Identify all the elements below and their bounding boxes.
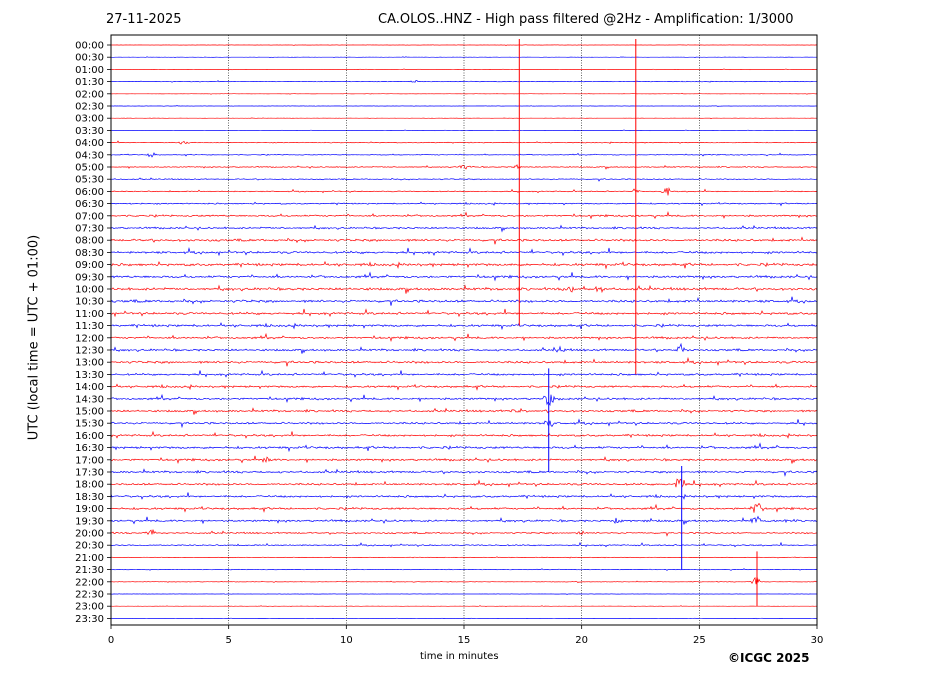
trace-line [110,177,818,182]
y-tick-label: 21:30 [75,565,104,576]
y-tick-label: 01:30 [75,77,104,88]
y-tick-label: 05:30 [75,175,104,186]
y-tick-label: 03:30 [75,126,104,137]
trace-line [111,56,817,58]
y-tick-label: 01:00 [75,65,104,76]
y-tick-label: 07:30 [75,224,104,235]
x-axis-label: time in minutes [420,651,499,662]
x-tick-label: 25 [693,635,706,646]
trace-line [111,605,817,607]
trace-line [110,247,818,257]
y-tick-label: 10:00 [75,285,104,296]
y-tick-label: 18:00 [75,480,104,491]
y-tick-label: 12:00 [75,333,104,344]
trace-line [111,442,818,453]
trace-line [110,92,818,95]
trace-line [110,556,818,559]
y-tick-label: 20:30 [75,541,104,552]
y-tick-label: 08:30 [75,248,104,259]
y-tick-label: 15:30 [75,419,104,430]
y-tick-label: 22:30 [75,590,104,601]
y-tick-label: 04:30 [75,150,104,161]
y-tick-label: 11:30 [75,321,104,332]
y-tick-label: 07:00 [75,211,104,222]
y-tick-label: 17:30 [75,468,104,479]
y-tick-label: 09:00 [75,260,104,271]
y-tick-label: 19:00 [75,504,104,515]
trace-line [110,271,818,282]
x-tick-label: 0 [108,635,114,646]
y-tick-label: 02:00 [75,89,104,100]
y-tick-label: 14:00 [75,382,104,393]
trace-line [110,68,818,71]
trace-line [110,407,818,415]
y-tick-label: 00:30 [75,53,104,64]
y-tick-label: 06:00 [75,187,104,198]
y-tick-label: 03:00 [75,114,104,125]
date-title: 27-11-2025 [106,12,182,27]
x-tick-group: 0 5 10 15 20 25 30 [108,625,824,646]
trace-line [110,332,818,342]
y-tick-label: 18:30 [75,492,104,503]
y-tick-label: 15:00 [75,407,104,418]
trace-line [110,201,818,207]
y-tick-label: 05:00 [75,163,104,174]
x-tick-label: 30 [811,635,824,646]
trace-line [110,430,818,439]
y-tick-label: 23:30 [75,614,104,625]
trace-line [110,284,818,294]
trace-line [110,478,818,488]
vertical-grid [228,35,700,625]
trace-line [111,187,818,196]
x-tick-label: 10 [340,635,353,646]
trace-line [110,568,818,571]
x-tick-label: 15 [458,635,471,646]
trace-line [110,455,818,464]
y-tick-label: 10:30 [75,297,104,308]
trace-line [110,152,818,158]
trace-line [110,383,818,391]
y-tick-label: 16:00 [75,431,104,442]
y-tick-label: 20:00 [75,529,104,540]
y-tick-label: 08:00 [75,236,104,247]
y-tick-label: 22:00 [75,577,104,588]
trace-line [110,575,818,585]
y-tick-label: 11:00 [75,309,104,320]
trace-line [110,492,818,500]
chart-title: CA.OLOS..HNZ - High pass filtered @2Hz -… [378,12,794,27]
x-tick-label: 20 [575,635,588,646]
y-tick-label: 14:30 [75,394,104,405]
trace-line [110,369,818,378]
x-tick-label: 5 [225,635,231,646]
copyright-label: ©ICGC 2025 [728,651,810,665]
spike-group [518,39,758,607]
y-tick-label: 21:00 [75,553,104,564]
y-tick-label: 13:30 [75,370,104,381]
y-tick-label: 13:00 [75,358,104,369]
y-tick-label: 17:00 [75,455,104,466]
y-tick-label: 12:30 [75,346,104,357]
y-tick-label: 19:30 [75,516,104,527]
trace-line [110,296,818,306]
y-tick-label: 09:30 [75,272,104,283]
y-tick-label: 04:00 [75,138,104,149]
y-tick-label: 23:00 [75,602,104,613]
y-tick-label: 02:30 [75,102,104,113]
trace-line [110,80,818,83]
y-tick-label: 16:30 [75,443,104,454]
trace-line [110,260,818,270]
trace-line [110,468,818,477]
y-tick-label: 00:00 [75,41,104,52]
y-tick-label: 06:30 [75,199,104,210]
trace-line [111,593,817,595]
